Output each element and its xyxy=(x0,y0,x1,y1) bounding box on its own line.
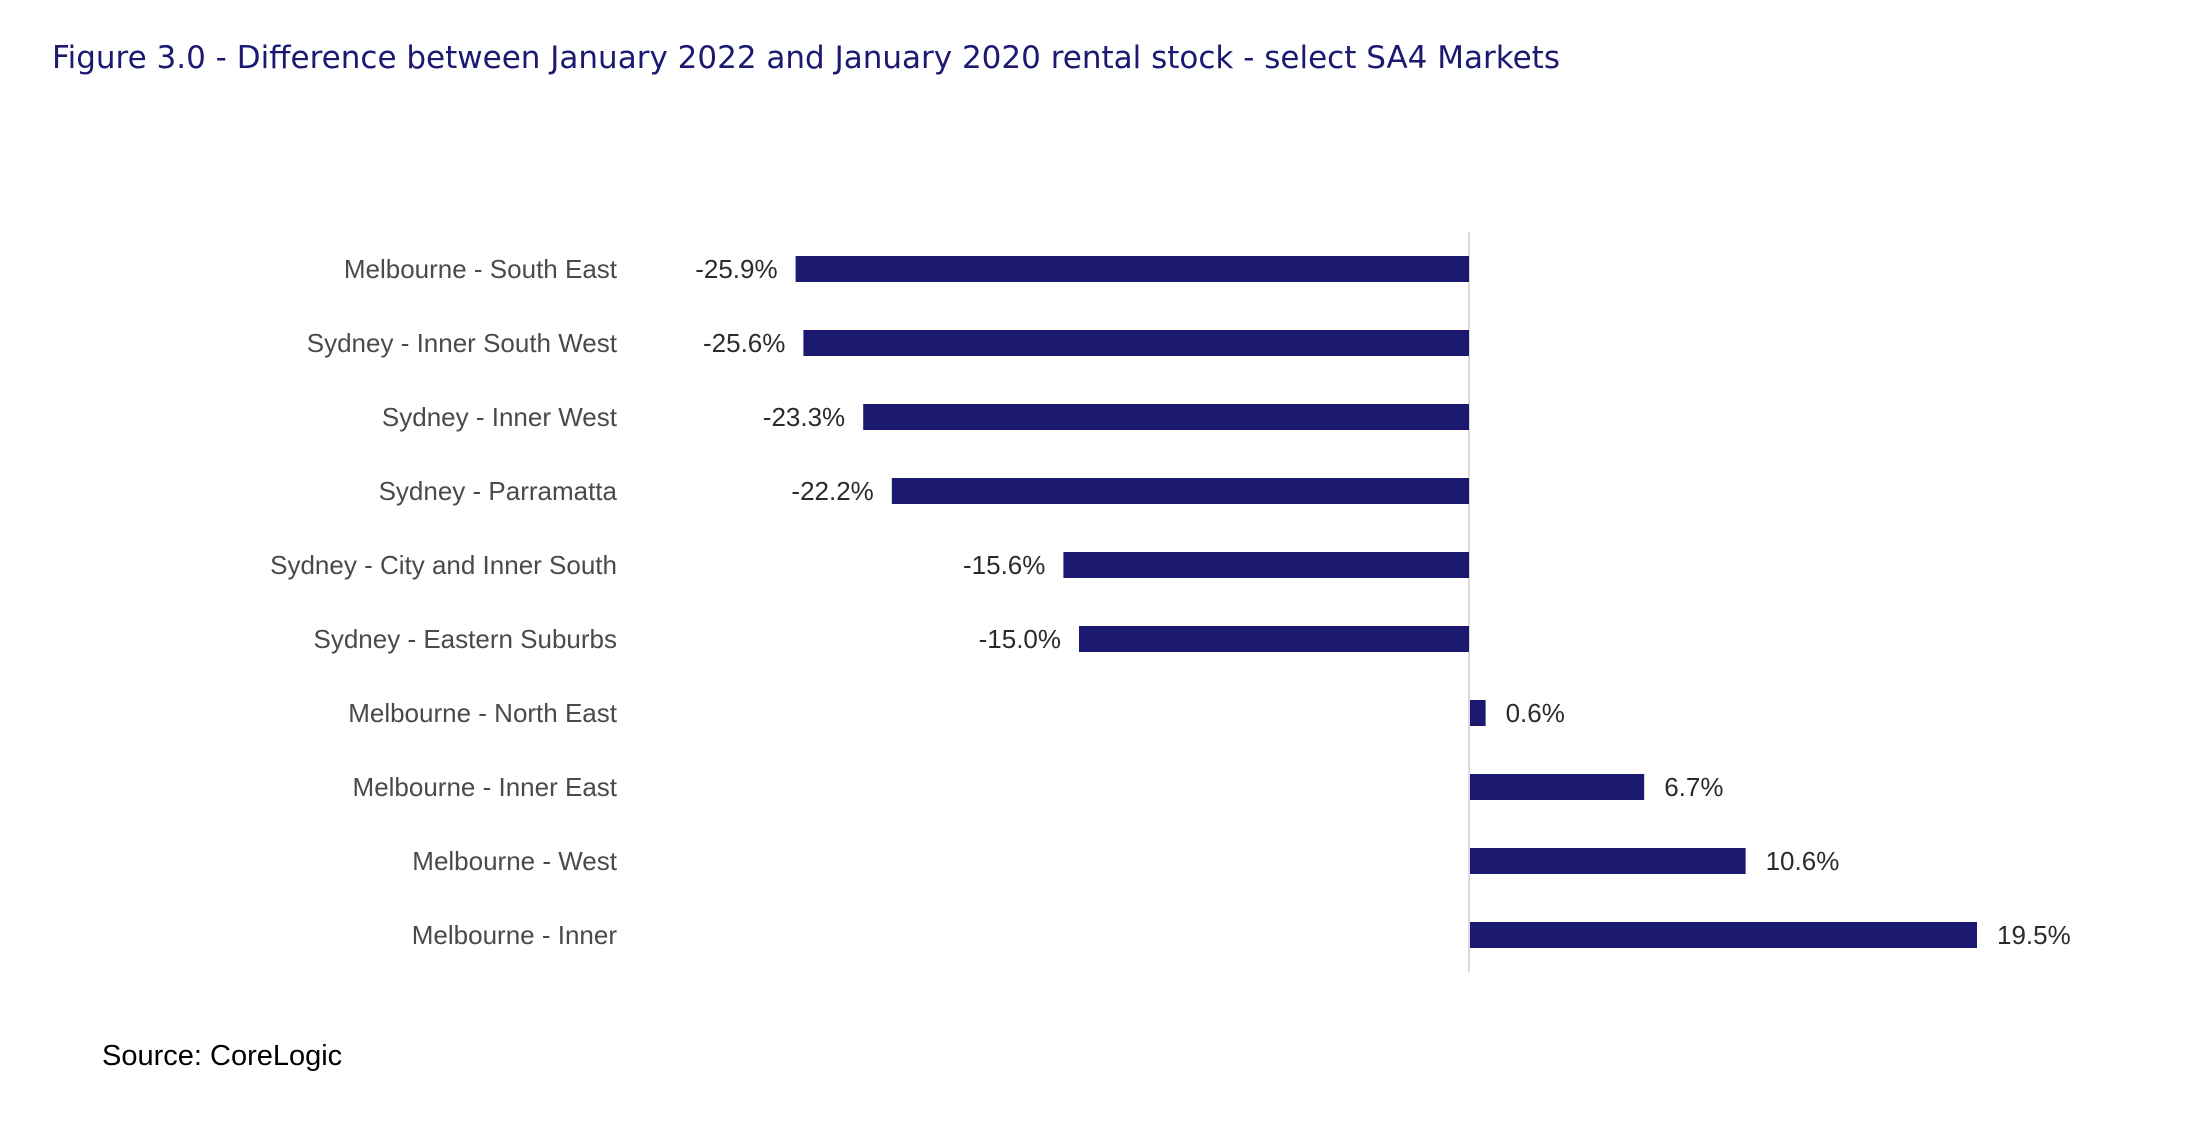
category-label: Melbourne - North East xyxy=(348,698,618,728)
category-label: Melbourne - Inner xyxy=(412,920,618,950)
data-label: -23.3% xyxy=(763,402,845,432)
data-label: -22.2% xyxy=(791,476,873,506)
data-label: -15.6% xyxy=(963,550,1045,580)
bar xyxy=(863,404,1469,430)
bar xyxy=(1470,922,1977,948)
data-label: -15.0% xyxy=(979,624,1061,654)
bar xyxy=(1063,552,1469,578)
bar xyxy=(1079,626,1469,652)
figure-title: Figure 3.0 - Difference between January … xyxy=(52,40,1560,76)
data-label: -25.6% xyxy=(703,328,785,358)
bar xyxy=(795,256,1469,282)
data-label: -25.9% xyxy=(695,254,777,284)
data-label: 19.5% xyxy=(1997,920,2071,950)
data-label: 0.6% xyxy=(1506,698,1565,728)
bar xyxy=(1470,774,1645,800)
category-label: Melbourne - West xyxy=(412,846,617,876)
category-label: Sydney - Inner South West xyxy=(307,328,618,358)
source-note: Source: CoreLogic xyxy=(102,1040,343,1072)
category-label: Melbourne - South East xyxy=(344,254,618,284)
bar xyxy=(1470,700,1486,726)
category-label: Sydney - Eastern Suburbs xyxy=(314,624,618,654)
data-label: 6.7% xyxy=(1664,772,1723,802)
category-label: Melbourne - Inner East xyxy=(353,772,618,802)
bar xyxy=(803,330,1469,356)
category-label: Sydney - Inner West xyxy=(382,402,618,432)
bar xyxy=(891,478,1469,504)
bar xyxy=(1470,848,1746,874)
category-label: Sydney - City and Inner South xyxy=(270,550,617,580)
category-label: Sydney - Parramatta xyxy=(379,476,618,506)
data-label: 10.6% xyxy=(1766,846,1840,876)
